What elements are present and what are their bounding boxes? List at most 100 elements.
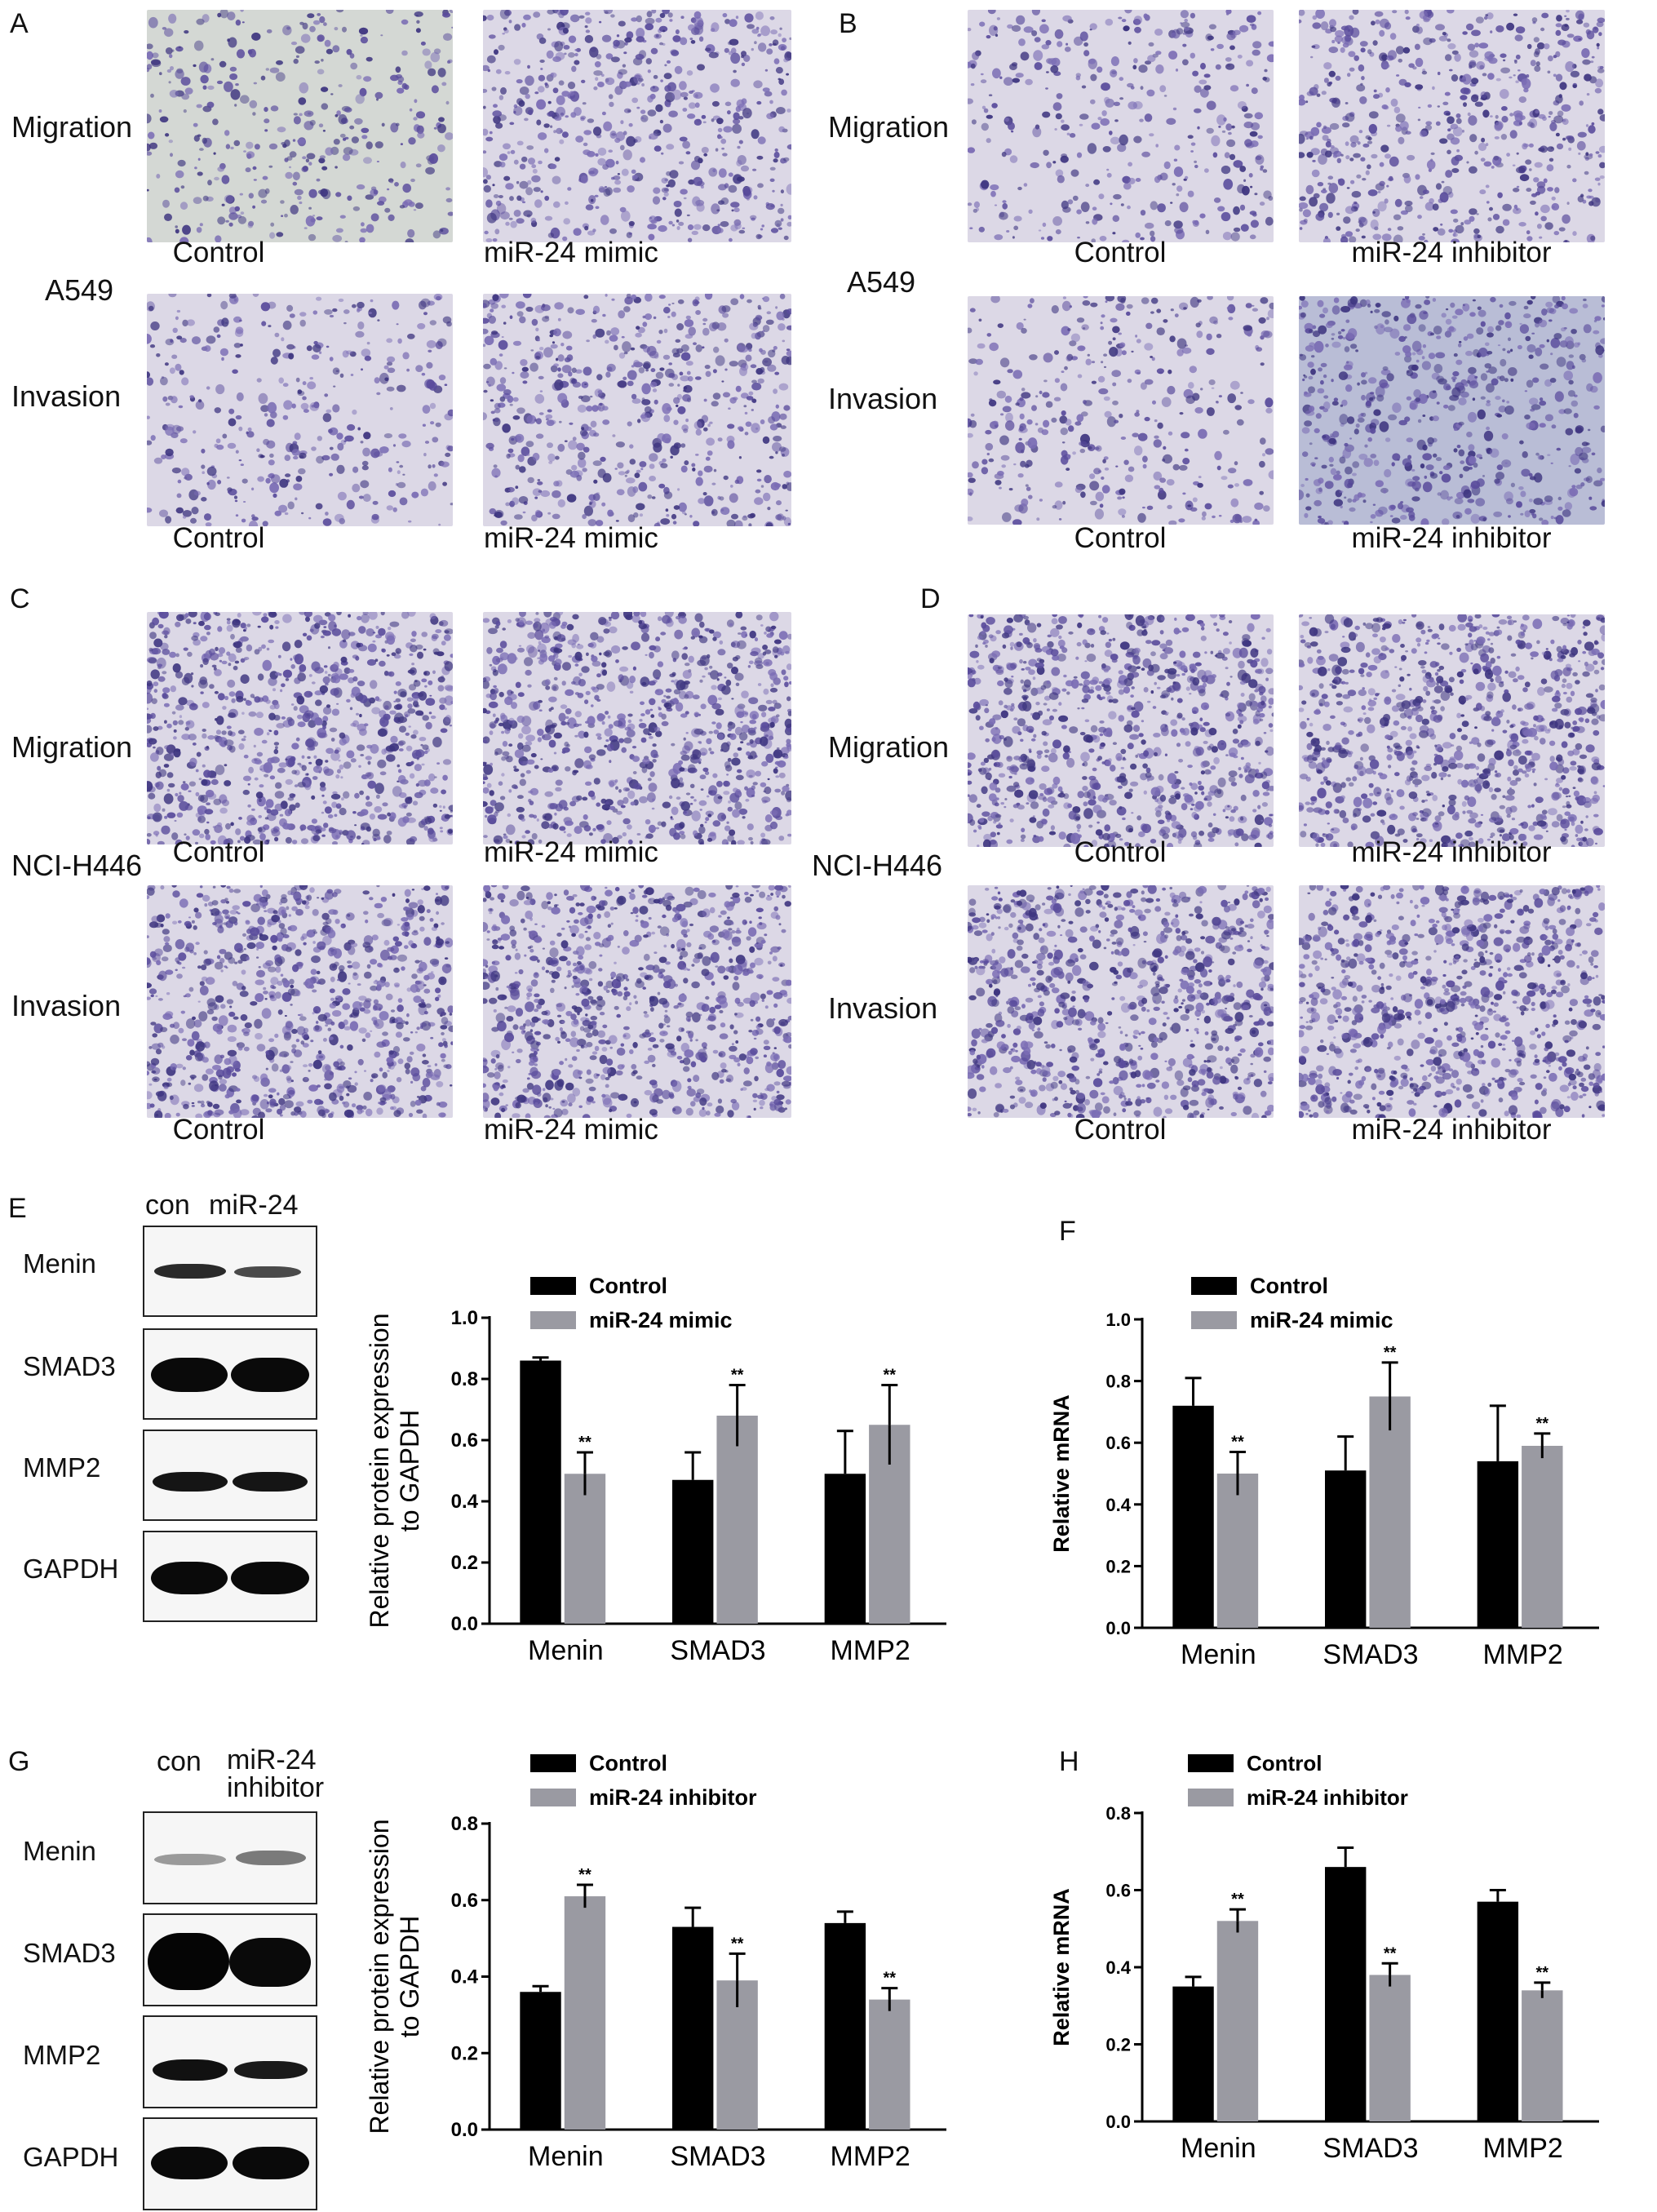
blot-band-menin-con xyxy=(154,1264,226,1279)
blot-strip-menin xyxy=(143,1226,317,1317)
panel-letter-G: G xyxy=(8,1746,30,1777)
category-label-menin: Menin xyxy=(1181,2133,1256,2164)
y-tick-label: 0.8 xyxy=(451,1368,478,1390)
significance-mark: ** xyxy=(578,1866,591,1884)
y-tick-label: 0.8 xyxy=(1105,1803,1131,1824)
blot-label-gapdh: GAPDH xyxy=(23,2142,119,2172)
micrograph-C-migration-control xyxy=(147,612,453,844)
blot-band-smad3-mir24 xyxy=(231,1358,309,1392)
y-tick-label: 0.0 xyxy=(451,1613,478,1635)
condition-label-B-invasion-control: Control xyxy=(1074,522,1167,554)
blot-band-gapdh-mir24 xyxy=(231,1562,309,1594)
y-tick-label: 0.8 xyxy=(451,1813,478,1835)
micrograph-B-migration-control xyxy=(968,10,1274,242)
condition-label-A-migration-control: Control xyxy=(172,237,265,268)
y-tick-label: 0.0 xyxy=(451,2119,478,2141)
significance-mark: ** xyxy=(731,1367,744,1385)
cell-line-label-C: NCI-H446 xyxy=(11,849,143,882)
blot-strip-mmp2 xyxy=(143,1430,317,1521)
blot-G-header-mir24: miR-24 xyxy=(227,1744,317,1775)
blot-band-gapdh-mir24 xyxy=(233,2147,309,2179)
y-tick-label: 0.0 xyxy=(1105,2112,1131,2132)
bar-smad3-control xyxy=(1325,1470,1367,1628)
y-tick-label: 0.6 xyxy=(451,1890,478,1912)
panel-letter-D: D xyxy=(920,583,941,614)
panel-letter-F: F xyxy=(1059,1216,1076,1247)
blot-band-mmp2-con xyxy=(153,1472,228,1492)
condition-label-B-invasion-treated: miR-24 inhibitor xyxy=(1351,522,1552,554)
bar-menin-mir-24-inhibitor xyxy=(1216,1921,1259,2121)
bar-menin-control xyxy=(520,1360,561,1624)
micrograph-A-invasion-control xyxy=(147,294,453,526)
condition-label-A-migration-treated: miR-24 mimic xyxy=(484,237,658,268)
micrograph-D-invasion-treated xyxy=(1299,885,1605,1118)
category-label-smad3: SMAD3 xyxy=(1322,1639,1418,1670)
micrograph-D-migration-treated xyxy=(1299,614,1605,847)
blot-label-smad3: SMAD3 xyxy=(23,1938,116,1968)
micrograph-B-invasion-control xyxy=(968,296,1274,525)
row-label-C-invasion: Invasion xyxy=(11,989,122,1022)
blot-band-gapdh-con xyxy=(151,2147,228,2179)
condition-label-D-invasion-treated: miR-24 inhibitor xyxy=(1351,1114,1552,1146)
blot-band-mmp2-mir24 xyxy=(233,1472,308,1492)
legend-swatch-0 xyxy=(530,1754,576,1772)
legend-label-1: miR-24 inhibitor xyxy=(1247,1785,1408,1810)
row-label-D-migration: Migration xyxy=(828,730,950,764)
bar-menin-mir-24-mimic xyxy=(1216,1474,1259,1628)
panel-letter-B: B xyxy=(839,8,857,39)
bar-smad3-control xyxy=(672,1479,714,1624)
significance-mark: ** xyxy=(1384,1344,1397,1362)
blot-strip-gapdh xyxy=(143,2117,317,2210)
bar-mmp2-control xyxy=(1477,1901,1519,2121)
significance-mark: ** xyxy=(884,1367,897,1385)
bar-mmp2-control xyxy=(1477,1461,1519,1628)
blot-label-mmp2: MMP2 xyxy=(23,2040,101,2070)
micrograph-C-migration-treated xyxy=(483,612,791,844)
bar-smad3-control xyxy=(1325,1867,1367,2121)
legend-swatch-0 xyxy=(1191,1277,1237,1295)
blot-band-menin-mir24 xyxy=(236,1851,306,1865)
bar-menin-mir-24-mimic xyxy=(564,1474,606,1624)
category-label-smad3: SMAD3 xyxy=(670,1635,765,1666)
panel-letter-A: A xyxy=(10,8,29,39)
category-label-smad3: SMAD3 xyxy=(670,2141,765,2172)
bar-chart-H: 0.0 0.2 0.4 0.6 0.8 Relative mRNA ** Menin ** SMA… xyxy=(1049,1751,1599,2164)
micrograph-D-migration-control xyxy=(968,614,1274,847)
legend-swatch-1 xyxy=(1188,1789,1234,1806)
bar-smad3-mir-24-mimic xyxy=(1369,1396,1411,1628)
row-label-A-invasion: Invasion xyxy=(11,379,122,413)
bar-mmp2-mir-24-mimic xyxy=(1522,1445,1563,1628)
bar-smad3-mir-24-mimic xyxy=(716,1416,758,1624)
category-label-mmp2: MMP2 xyxy=(1483,2133,1563,2164)
y-tick-label: 0.2 xyxy=(451,1552,478,1574)
significance-mark: ** xyxy=(1536,1415,1549,1433)
significance-mark: ** xyxy=(1384,1944,1397,1962)
y-tick-label: 0.8 xyxy=(1105,1372,1131,1392)
micrograph-C-invasion-treated xyxy=(483,885,791,1118)
y-tick-label: 0.2 xyxy=(451,2042,478,2064)
micrograph-A-migration-treated xyxy=(483,10,791,242)
category-label-mmp2: MMP2 xyxy=(831,1635,910,1666)
y-tick-label: 0.4 xyxy=(1105,1495,1131,1515)
category-label-menin: Menin xyxy=(1181,1639,1256,1670)
blot-G-header-con: con xyxy=(157,1746,202,1777)
y-axis-label: Relative mRNA xyxy=(1049,1394,1074,1553)
row-label-B-migration: Migration xyxy=(828,110,950,144)
y-tick-label: 0.6 xyxy=(451,1430,478,1452)
blot-label-gapdh: GAPDH xyxy=(23,1554,119,1584)
cell-line-label-D: NCI-H446 xyxy=(812,849,943,882)
panel-letter-E: E xyxy=(8,1193,27,1224)
micrograph-B-migration-treated xyxy=(1299,10,1605,242)
blot-E-header-mir24: miR-24 xyxy=(209,1190,299,1221)
legend-swatch-0 xyxy=(530,1277,576,1295)
legend-label-0: Control xyxy=(589,1274,667,1298)
row-label-D-invasion: Invasion xyxy=(828,991,938,1025)
blot-strip-smad3 xyxy=(143,1328,317,1420)
blot-label-smad3: SMAD3 xyxy=(23,1351,116,1381)
legend-label-1: miR-24 mimic xyxy=(1250,1308,1393,1332)
blot-strip-menin xyxy=(143,1811,317,1904)
panel-letter-H: H xyxy=(1059,1746,1079,1777)
blot-band-smad3-con xyxy=(151,1358,228,1392)
micrograph-D-invasion-control xyxy=(968,885,1274,1118)
legend-swatch-1 xyxy=(1191,1311,1237,1329)
